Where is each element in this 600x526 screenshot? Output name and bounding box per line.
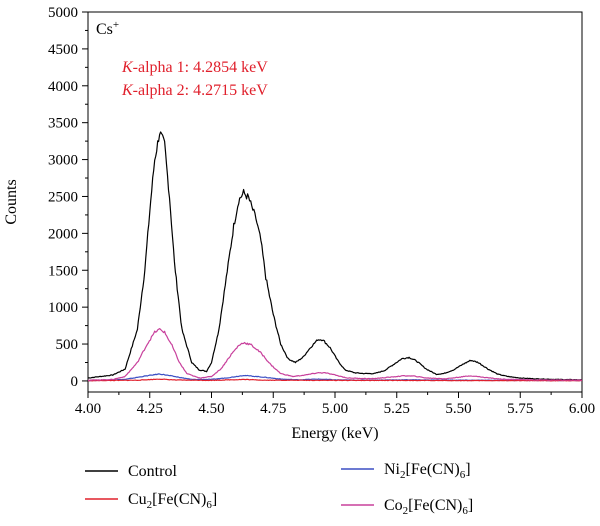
series-co-line (87, 328, 583, 381)
y-tick-label: 2500 (48, 189, 78, 205)
series-cu-line (87, 378, 583, 382)
y-tick-label: 500 (56, 337, 79, 353)
legend-item-co: Co2[Fe(CN)6] (341, 497, 473, 517)
y-tick-label: 3500 (48, 116, 78, 132)
legend-label-ni: Ni2[Fe(CN)6] (384, 461, 471, 481)
y-axis: 0 500 1000 1500 2000 2500 3000 3500 4000 4500 5000 (48, 5, 88, 390)
legend-label-control: Control (128, 463, 177, 480)
ion-label-sup: + (113, 19, 119, 31)
y-tick-label: 1500 (48, 263, 78, 279)
series-layer (87, 131, 583, 382)
series-control-line (87, 131, 583, 381)
x-tick-label: 5.25 (384, 401, 410, 417)
y-tick-label: 5000 (48, 5, 78, 21)
x-axis-title: Energy (keV) (291, 425, 378, 442)
legend-label-cu: Cu2[Fe(CN)6] (128, 491, 217, 511)
legend: Control Ni2[Fe(CN)6] Cu2[Fe(CN)6] Co2[Fe… (85, 461, 473, 517)
annotation-k-alpha-2: K-alpha 2: 4.2715 keV (121, 82, 268, 99)
annotation-k-alpha-1: K-alpha 1: 4.2854 keV (121, 59, 268, 76)
x-tick-label: 5.75 (507, 401, 533, 417)
legend-item-control: Control (85, 463, 177, 480)
y-tick-label: 0 (71, 374, 79, 390)
y-tick-label: 3000 (48, 153, 78, 169)
legend-item-cu: Cu2[Fe(CN)6] (85, 491, 217, 511)
x-tick-label: 5.00 (322, 401, 348, 417)
y-tick-label: 1000 (48, 300, 78, 316)
x-tick-label: 4.25 (137, 401, 163, 417)
y-tick-label: 2000 (48, 226, 78, 242)
x-tick-label: 5.50 (445, 401, 471, 417)
x-tick-label: 4.50 (198, 401, 224, 417)
x-tick-label: 4.00 (75, 401, 101, 417)
legend-label-co: Co2[Fe(CN)6] (384, 497, 473, 517)
x-tick-label: 4.75 (260, 401, 286, 417)
legend-item-ni: Ni2[Fe(CN)6] (341, 461, 471, 481)
y-tick-label: 4500 (48, 42, 78, 58)
x-axis: 4.00 4.25 4.50 4.75 5.00 5.25 5.50 5.75 6.00 (75, 392, 595, 417)
ion-label: Cs+ (96, 19, 119, 38)
y-tick-label: 4000 (48, 79, 78, 95)
y-axis-title: Counts (3, 179, 20, 224)
x-tick-label: 6.00 (569, 401, 595, 417)
